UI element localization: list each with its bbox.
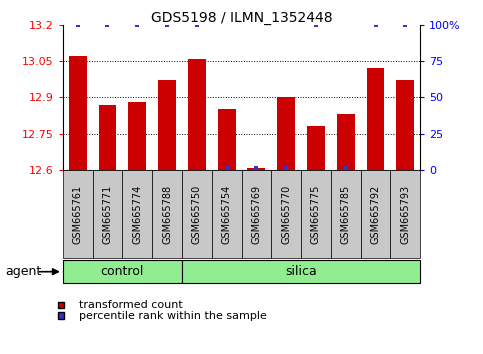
- Text: silica: silica: [285, 265, 317, 278]
- Bar: [397, 80, 414, 170]
- Bar: [128, 102, 146, 170]
- Text: GSM665750: GSM665750: [192, 184, 202, 244]
- Bar: [307, 126, 325, 170]
- Text: transformed count: transformed count: [79, 300, 183, 310]
- Text: GSM665774: GSM665774: [132, 184, 142, 244]
- Text: GSM665769: GSM665769: [251, 184, 261, 244]
- Text: GSM665793: GSM665793: [400, 184, 411, 244]
- Text: GSM665771: GSM665771: [102, 184, 113, 244]
- Bar: [218, 109, 236, 170]
- Bar: [188, 59, 206, 170]
- Bar: [69, 56, 86, 170]
- Bar: [277, 97, 295, 170]
- Text: GSM665770: GSM665770: [281, 184, 291, 244]
- Text: GSM665788: GSM665788: [162, 184, 172, 244]
- Text: percentile rank within the sample: percentile rank within the sample: [79, 311, 267, 321]
- Bar: [99, 104, 116, 170]
- Bar: [337, 114, 355, 170]
- Bar: [367, 68, 384, 170]
- Bar: [247, 167, 265, 170]
- Text: GSM665785: GSM665785: [341, 184, 351, 244]
- Text: GSM665792: GSM665792: [370, 184, 381, 244]
- Text: GSM665761: GSM665761: [72, 184, 83, 244]
- Text: agent: agent: [5, 265, 41, 278]
- Text: GSM665775: GSM665775: [311, 184, 321, 244]
- Text: GSM665754: GSM665754: [222, 184, 232, 244]
- Text: GDS5198 / ILMN_1352448: GDS5198 / ILMN_1352448: [151, 11, 332, 25]
- Bar: [158, 80, 176, 170]
- Text: control: control: [100, 265, 144, 278]
